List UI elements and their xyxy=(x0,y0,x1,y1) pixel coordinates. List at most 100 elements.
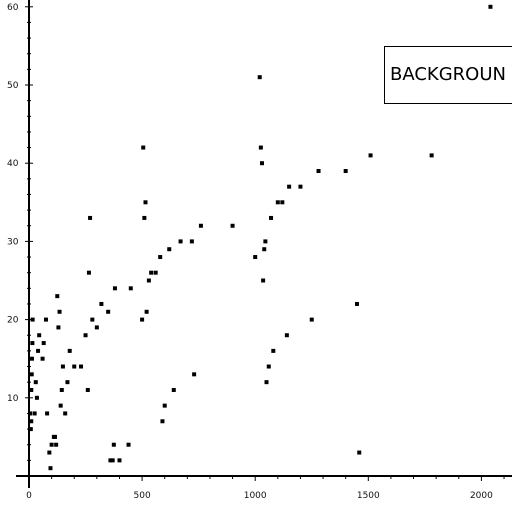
x-tick-label: 1000 xyxy=(244,491,267,501)
data-point xyxy=(28,427,33,432)
data-point xyxy=(266,364,271,369)
data-point xyxy=(368,153,373,158)
data-point xyxy=(192,372,197,377)
y-tick-label: 30 xyxy=(7,237,19,247)
data-point xyxy=(28,411,33,416)
y-tick-label: 50 xyxy=(7,81,19,91)
data-point xyxy=(230,223,235,228)
data-point xyxy=(106,309,111,314)
data-point xyxy=(162,403,167,408)
data-point xyxy=(53,434,58,439)
data-point xyxy=(171,387,176,392)
data-point xyxy=(253,255,258,260)
data-point xyxy=(269,215,274,220)
data-point xyxy=(79,364,84,369)
data-point xyxy=(160,419,165,424)
plot-area: 0 500 1000 1500 2000 10 20 30 40 50 60 xyxy=(7,0,512,501)
data-point xyxy=(153,270,158,275)
data-point xyxy=(41,341,46,346)
legend-label: BACKGROUN xyxy=(390,64,506,85)
data-point xyxy=(298,184,303,189)
data-point xyxy=(262,247,267,252)
data-point xyxy=(65,380,70,385)
data-point xyxy=(111,442,116,447)
data-point xyxy=(33,380,38,385)
data-point xyxy=(143,200,148,205)
data-point xyxy=(72,364,77,369)
data-point xyxy=(90,317,95,322)
data-point xyxy=(198,223,203,228)
data-point xyxy=(63,411,68,416)
data-point xyxy=(141,145,146,150)
data-point xyxy=(140,317,145,322)
data-point xyxy=(45,411,50,416)
data-point xyxy=(144,309,149,314)
data-point xyxy=(488,4,493,9)
data-point xyxy=(99,301,104,306)
data-point xyxy=(29,356,34,361)
data-point xyxy=(354,301,359,306)
data-point xyxy=(284,333,289,338)
data-point xyxy=(108,458,113,463)
x-tick-label: 1500 xyxy=(357,491,380,501)
data-point xyxy=(343,169,348,174)
data-point xyxy=(149,270,154,275)
data-point xyxy=(40,356,45,361)
x-axis-ticks: 0 500 1000 1500 2000 xyxy=(26,476,505,501)
data-point xyxy=(58,403,63,408)
data-point xyxy=(117,458,122,463)
y-tick-label: 10 xyxy=(7,394,19,404)
data-point xyxy=(94,325,99,330)
data-point xyxy=(30,341,35,346)
data-point xyxy=(146,278,151,283)
x-tick-label: 0 xyxy=(26,491,32,501)
data-point xyxy=(271,348,276,353)
data-point xyxy=(126,442,131,447)
data-point xyxy=(257,75,262,80)
data-point xyxy=(85,387,90,392)
data-point xyxy=(67,348,72,353)
data-point xyxy=(29,387,34,392)
data-point xyxy=(59,387,64,392)
data-point xyxy=(88,215,93,220)
data-point xyxy=(56,325,61,330)
data-point xyxy=(34,395,39,400)
data-point xyxy=(55,294,60,299)
data-point xyxy=(37,333,42,338)
data-point xyxy=(259,161,264,166)
data-point xyxy=(48,466,53,471)
y-axis-ticks: 10 20 30 40 50 60 xyxy=(7,3,33,461)
data-point xyxy=(29,419,34,424)
data-point xyxy=(47,450,52,455)
data-point xyxy=(32,411,37,416)
data-points xyxy=(28,4,493,471)
data-point xyxy=(258,145,263,150)
data-point xyxy=(54,442,59,447)
data-point xyxy=(60,364,65,369)
y-tick-label: 60 xyxy=(7,3,19,13)
data-point xyxy=(287,184,292,189)
data-point xyxy=(316,169,321,174)
data-point xyxy=(429,153,434,158)
data-point xyxy=(30,317,35,322)
data-point xyxy=(309,317,314,322)
data-point xyxy=(86,270,91,275)
data-point xyxy=(264,380,269,385)
data-point xyxy=(49,442,54,447)
data-point xyxy=(128,286,133,291)
y-tick-label: 20 xyxy=(7,316,19,326)
data-point xyxy=(275,200,280,205)
x-tick-label: 500 xyxy=(134,491,151,501)
data-point xyxy=(280,200,285,205)
data-point xyxy=(36,348,41,353)
legend: BACKGROUN xyxy=(384,46,512,104)
data-point xyxy=(158,255,163,260)
y-tick-label: 40 xyxy=(7,159,19,169)
data-point xyxy=(57,309,62,314)
data-point xyxy=(167,247,172,252)
data-point xyxy=(189,239,194,244)
data-point xyxy=(110,458,115,463)
data-point xyxy=(83,333,88,338)
x-tick-label: 2000 xyxy=(470,491,493,501)
